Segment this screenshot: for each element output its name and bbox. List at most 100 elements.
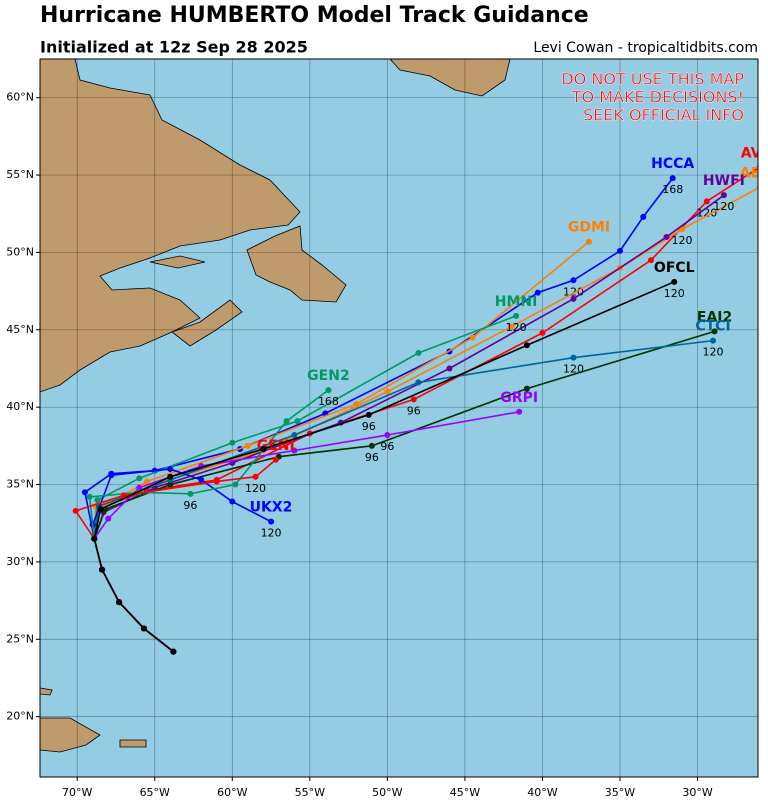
track-point bbox=[272, 456, 279, 463]
grid: 70°W 65°W 60°W 55°W 50°W 45°W 40°W 35°W 30°W 20°N… bbox=[6, 59, 758, 799]
track-point bbox=[213, 478, 220, 485]
track-point bbox=[523, 342, 530, 349]
track-point bbox=[94, 497, 101, 504]
warning-line: SEEK OFFICIAL INFO bbox=[583, 106, 744, 125]
hour-label: 120 bbox=[672, 234, 693, 247]
track-point bbox=[232, 481, 239, 488]
track-point bbox=[72, 507, 79, 514]
track-point bbox=[663, 233, 670, 240]
track-point bbox=[703, 198, 710, 205]
y-tick-label: 40°N bbox=[6, 400, 34, 413]
x-tick-label: 60°W bbox=[217, 786, 247, 799]
track-point bbox=[283, 418, 290, 425]
track-point bbox=[711, 328, 718, 335]
hour-label: 120 bbox=[713, 200, 734, 213]
track-point bbox=[260, 445, 267, 452]
track-point bbox=[720, 192, 727, 199]
track-point bbox=[91, 535, 98, 542]
track-point bbox=[244, 442, 251, 449]
x-tick-label: 35°W bbox=[605, 786, 635, 799]
track-point bbox=[570, 354, 577, 361]
track-point bbox=[97, 506, 104, 513]
model-name: UKX2 bbox=[250, 500, 293, 516]
hour-label: 120 bbox=[563, 363, 584, 376]
y-tick-label: 50°N bbox=[6, 245, 34, 258]
hour-label: 120 bbox=[664, 287, 685, 300]
track-point bbox=[136, 475, 143, 482]
hour-label: 96 bbox=[365, 451, 379, 464]
model-name: AEMI bbox=[740, 165, 768, 181]
y-tick-label: 45°N bbox=[6, 323, 34, 336]
track-point bbox=[136, 484, 143, 491]
model-name: GDMI bbox=[568, 220, 610, 236]
map-subtitle: Initialized at 12z Sep 28 2025 bbox=[40, 38, 308, 57]
track-point bbox=[291, 432, 298, 439]
x-tick-label: 65°W bbox=[140, 786, 170, 799]
y-tick-label: 30°N bbox=[6, 555, 34, 568]
warning-line: DO NOT USE THIS MAP bbox=[561, 70, 744, 89]
track-point bbox=[99, 566, 106, 573]
hour-label: 96 bbox=[362, 420, 376, 433]
y-tick-label: 20°N bbox=[6, 710, 34, 723]
track-point bbox=[353, 401, 360, 408]
frame bbox=[39, 58, 759, 778]
hour-label: 120 bbox=[261, 527, 282, 540]
track-point bbox=[368, 442, 375, 449]
y-tick-label: 60°N bbox=[6, 91, 34, 104]
x-tick-label: 45°W bbox=[450, 786, 480, 799]
x-tick-label: 55°W bbox=[295, 786, 325, 799]
hour-label: 168 bbox=[318, 395, 339, 408]
x-tick-label: 50°W bbox=[372, 786, 402, 799]
track-point bbox=[268, 518, 275, 525]
track-point bbox=[229, 439, 236, 446]
track-point bbox=[640, 213, 647, 220]
model-name: HWFI bbox=[703, 173, 745, 189]
y-tick-label: 25°N bbox=[6, 632, 34, 645]
track-point bbox=[384, 388, 391, 395]
track-point bbox=[294, 418, 301, 425]
track-point bbox=[229, 498, 236, 505]
track-point bbox=[647, 257, 654, 264]
x-tick-label: 40°W bbox=[527, 786, 557, 799]
track-point bbox=[170, 648, 177, 655]
track-point bbox=[86, 493, 93, 500]
track-point bbox=[534, 289, 541, 296]
hour-label: 120 bbox=[703, 346, 724, 359]
model-name: HMNI bbox=[495, 294, 538, 310]
track-point bbox=[616, 247, 623, 254]
track-point bbox=[105, 515, 112, 522]
hour-label: 96 bbox=[380, 440, 394, 453]
track-point bbox=[187, 490, 194, 497]
track-point bbox=[120, 492, 127, 499]
track-point bbox=[446, 365, 453, 372]
model-name: OFCL bbox=[654, 260, 695, 276]
track-point bbox=[516, 408, 523, 415]
track-point bbox=[469, 334, 476, 341]
track-point bbox=[585, 238, 592, 245]
model-name: CTCI bbox=[695, 319, 730, 335]
track-point bbox=[669, 175, 676, 182]
x-tick-label: 30°W bbox=[682, 786, 712, 799]
track-point bbox=[539, 329, 546, 336]
track-point bbox=[570, 295, 577, 302]
track-point bbox=[167, 473, 174, 480]
track-point bbox=[252, 473, 259, 480]
land bbox=[40, 59, 511, 753]
track-point bbox=[415, 350, 422, 357]
model-name: HCCA bbox=[651, 156, 694, 172]
track-point bbox=[710, 337, 717, 344]
track-point bbox=[167, 466, 174, 473]
track-point bbox=[671, 278, 678, 285]
hour-label: 120 bbox=[696, 206, 717, 219]
track-point bbox=[116, 599, 123, 606]
map-title: Hurricane HUMBERTO Model Track Guidance bbox=[40, 3, 589, 28]
track-point bbox=[410, 396, 417, 403]
model-name: EAI2 bbox=[697, 309, 732, 325]
hour-label: 120 bbox=[506, 321, 527, 334]
y-tick-label: 55°N bbox=[6, 168, 34, 181]
track-point bbox=[291, 447, 298, 454]
track-point bbox=[81, 489, 88, 496]
model-name: GRPI bbox=[500, 390, 538, 406]
track-point bbox=[415, 379, 422, 386]
